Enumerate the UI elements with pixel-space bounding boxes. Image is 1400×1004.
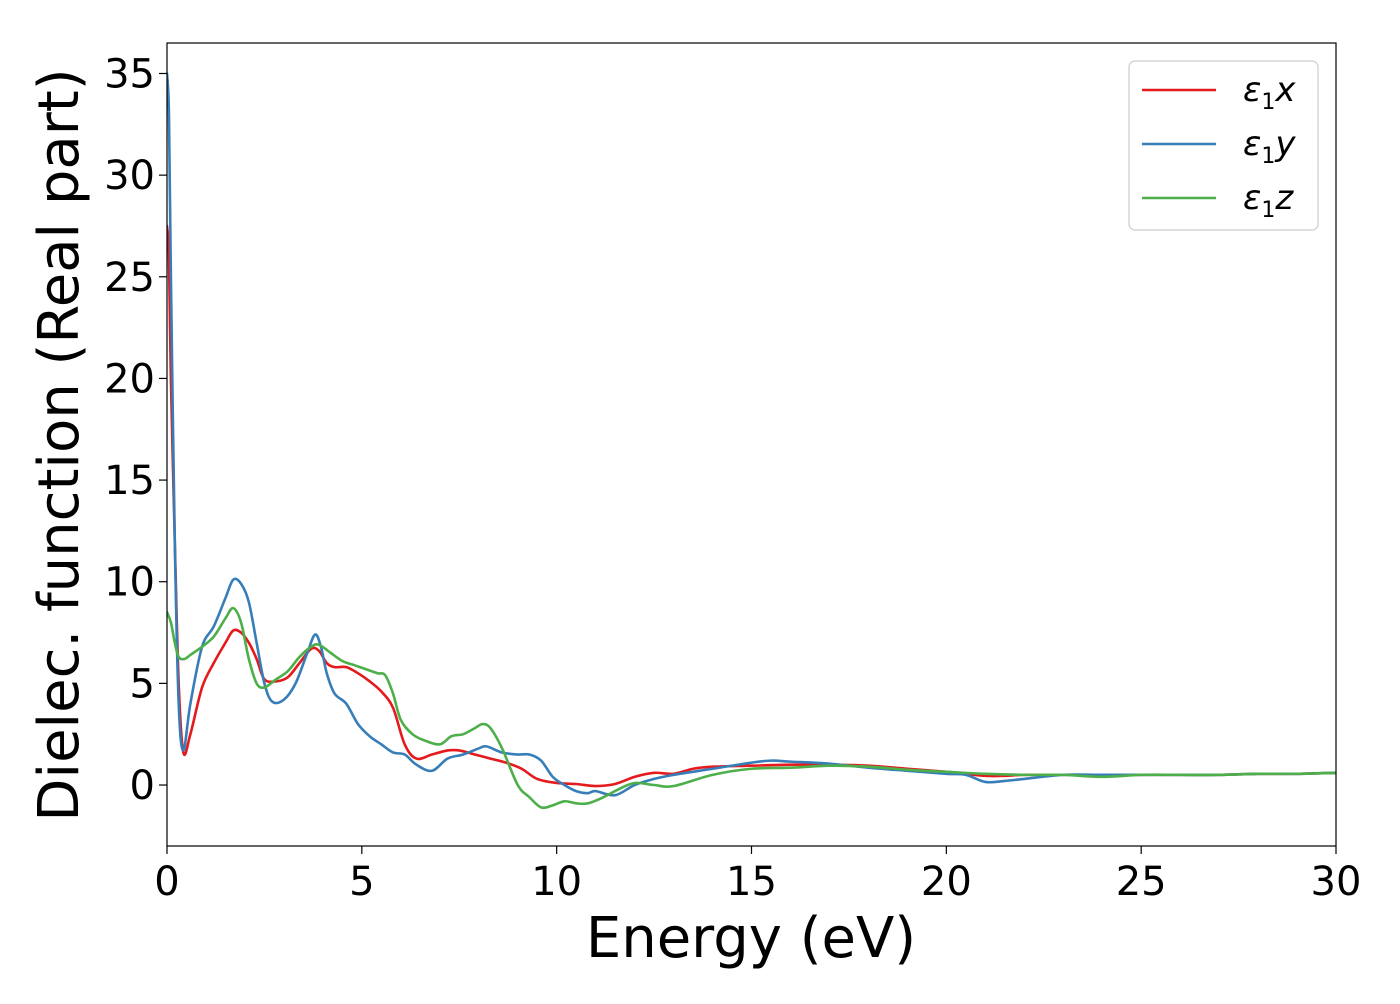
- y-tick-label: 5: [130, 661, 155, 707]
- x-tick-label: 30: [1311, 859, 1362, 905]
- y-tick-label: 15: [104, 458, 155, 504]
- series-line-2: [167, 72, 1336, 797]
- legend-box: [1128, 60, 1319, 231]
- y-tick-label: 35: [104, 51, 155, 97]
- x-tick-label: 10: [531, 859, 582, 905]
- legend-label-1: ε1x: [1243, 70, 1296, 115]
- plot-series-group: [167, 72, 1336, 810]
- x-axis-label: Energy (eV): [586, 906, 916, 971]
- x-tick-label: 5: [349, 859, 374, 905]
- y-tick-label: 20: [104, 356, 155, 402]
- x-tick-label: 20: [921, 859, 972, 905]
- y-tick-label: 30: [104, 153, 155, 199]
- y-tick-label: 0: [130, 763, 155, 809]
- x-tick-label: 0: [154, 859, 179, 905]
- y-tick-label: 10: [104, 560, 155, 606]
- series-line-3: [167, 606, 1336, 810]
- series-line-1: [167, 224, 1336, 788]
- x-tick-label: 25: [1116, 859, 1167, 905]
- y-axis-label: Dielec. function (Real part): [27, 68, 92, 821]
- x-axis: 0 5 10 15 20 25 30: [154, 846, 1361, 905]
- x-tick-label: 15: [726, 859, 777, 905]
- legend-label-3: ε1z: [1243, 178, 1294, 223]
- legend: ε1x ε1y ε1z: [1128, 60, 1319, 231]
- y-tick-label: 25: [104, 255, 155, 301]
- legend-label-2: ε1y: [1243, 124, 1296, 169]
- y-axis: 0 5 10 15 20 25 30 35: [104, 51, 167, 809]
